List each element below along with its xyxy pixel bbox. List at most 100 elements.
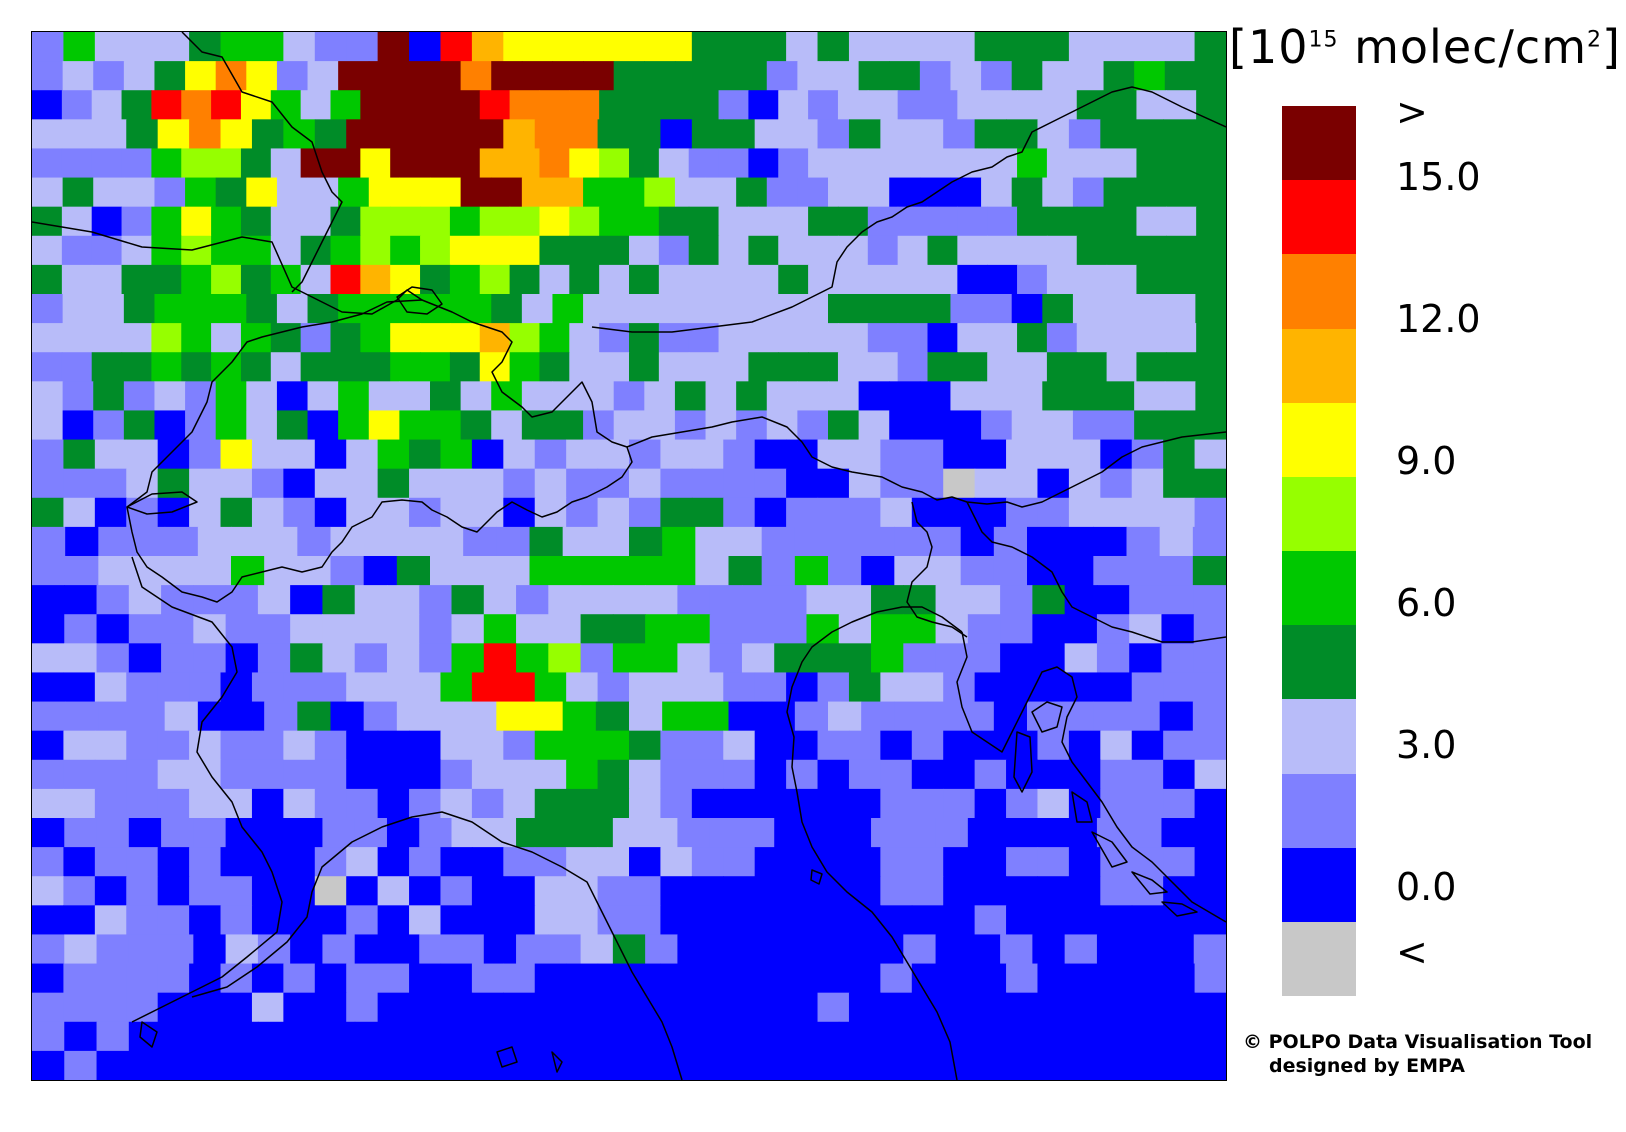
map-cell bbox=[548, 934, 582, 965]
map-cell bbox=[270, 148, 302, 179]
map-cell bbox=[1136, 90, 1167, 120]
map-cell bbox=[658, 323, 690, 353]
map-cell bbox=[817, 730, 850, 761]
map-cell bbox=[723, 788, 756, 819]
map-cell bbox=[32, 556, 66, 586]
map-cell bbox=[451, 643, 485, 674]
map-cell bbox=[1000, 614, 1033, 644]
map-cell bbox=[181, 235, 212, 266]
map-cell bbox=[797, 410, 829, 441]
map-cell bbox=[645, 643, 679, 674]
map-cell bbox=[808, 323, 839, 353]
map-cell bbox=[346, 468, 379, 499]
map-cell bbox=[264, 526, 298, 557]
map-cell bbox=[534, 788, 567, 819]
map-cell bbox=[338, 381, 370, 412]
map-cell bbox=[662, 701, 696, 732]
map-cell bbox=[629, 90, 660, 120]
map-cell bbox=[189, 730, 222, 761]
map-cell bbox=[451, 1021, 485, 1052]
map-cell bbox=[691, 439, 724, 470]
map-cell bbox=[390, 148, 421, 179]
map-cell bbox=[935, 934, 969, 965]
map-cell bbox=[766, 381, 798, 412]
map-cell bbox=[471, 439, 504, 470]
map-cell bbox=[709, 818, 743, 848]
map-cell bbox=[220, 439, 253, 470]
map-cell bbox=[1161, 585, 1195, 615]
map-cell bbox=[126, 32, 159, 62]
map-cell bbox=[471, 672, 504, 703]
map-cell bbox=[1042, 294, 1074, 324]
map-cell bbox=[911, 672, 944, 703]
map-cell bbox=[300, 323, 332, 353]
map-cell bbox=[354, 643, 388, 674]
map-cell bbox=[181, 323, 212, 353]
map-cell bbox=[91, 264, 123, 295]
map-cell bbox=[189, 847, 222, 877]
map-cell bbox=[1037, 497, 1070, 528]
map-cell bbox=[837, 323, 869, 353]
map-cell bbox=[32, 148, 63, 179]
map-cell bbox=[1163, 119, 1196, 150]
map-cell bbox=[516, 614, 549, 644]
map-cell bbox=[62, 61, 94, 91]
map-cell bbox=[61, 352, 93, 382]
map-cell bbox=[471, 759, 504, 790]
map-cell bbox=[871, 934, 904, 965]
map-cell bbox=[503, 497, 536, 528]
map-cell bbox=[534, 963, 567, 994]
map-cell bbox=[718, 235, 749, 266]
map-cell bbox=[390, 323, 421, 353]
map-cell bbox=[597, 730, 630, 761]
map-cell bbox=[950, 294, 982, 324]
map-cell bbox=[1166, 352, 1197, 382]
map-cell bbox=[164, 556, 199, 586]
map-cell bbox=[548, 585, 582, 615]
map-cell bbox=[314, 876, 347, 906]
map-cell bbox=[691, 497, 724, 528]
map-cell bbox=[94, 876, 127, 906]
map-cell bbox=[629, 847, 662, 877]
map-cell bbox=[157, 759, 190, 790]
map-cell bbox=[516, 1050, 549, 1080]
map-cell bbox=[848, 905, 881, 936]
map-cell bbox=[440, 439, 473, 470]
map-cell bbox=[644, 61, 676, 91]
map-cell bbox=[509, 323, 541, 353]
map-cell bbox=[283, 32, 316, 62]
map-cell bbox=[419, 585, 453, 615]
map-cell bbox=[1096, 585, 1130, 615]
map-cell bbox=[161, 643, 194, 674]
map-cell bbox=[64, 643, 98, 674]
map-cell bbox=[950, 410, 982, 441]
map-cell bbox=[290, 1050, 324, 1080]
legend-swatch bbox=[1282, 180, 1356, 255]
map-cell bbox=[1131, 963, 1164, 994]
map-cell bbox=[741, 818, 775, 848]
map-cell bbox=[595, 701, 630, 732]
map-cell bbox=[688, 206, 720, 237]
map-cell bbox=[1193, 818, 1226, 848]
map-cell bbox=[430, 381, 462, 412]
map-cell bbox=[363, 526, 398, 557]
map-cell bbox=[157, 119, 190, 150]
map-panel[interactable] bbox=[31, 31, 1227, 1081]
map-cell bbox=[848, 119, 881, 150]
map-cell bbox=[1193, 1050, 1226, 1080]
map-cell bbox=[231, 526, 265, 557]
map-cell bbox=[151, 148, 182, 179]
map-cell bbox=[63, 847, 96, 877]
map-cell bbox=[539, 90, 570, 120]
map-cell bbox=[562, 556, 597, 586]
map-cell bbox=[838, 585, 872, 615]
map-cell bbox=[1131, 497, 1164, 528]
map-cell bbox=[246, 294, 278, 324]
map-cell bbox=[629, 788, 662, 819]
map-cell bbox=[1046, 323, 1078, 353]
map-cell bbox=[1166, 148, 1197, 179]
map-cell bbox=[354, 1021, 388, 1052]
map-cell bbox=[1193, 1021, 1226, 1052]
map-cell bbox=[283, 788, 316, 819]
island-gorgona bbox=[551, 1051, 563, 1073]
